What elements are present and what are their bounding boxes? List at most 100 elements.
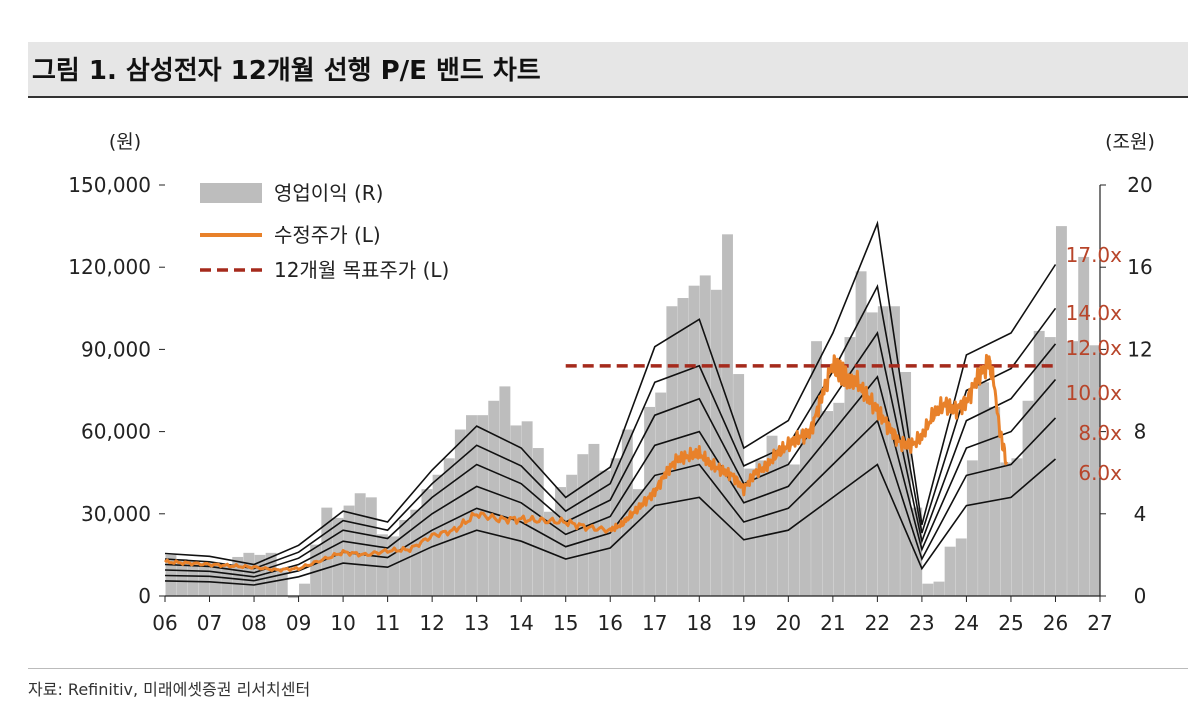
profit-bar [621, 429, 633, 596]
pe-band-6.0x [164, 458, 1057, 586]
band-label: 17.0x [1066, 243, 1123, 267]
profit-bar [811, 341, 823, 596]
profit-bar [744, 468, 756, 596]
profit-bar [922, 583, 934, 596]
profit-bar [555, 487, 566, 596]
pe-band-10.0x [164, 375, 1057, 578]
chart-title: 그림 1. 삼성전자 12개월 선행 P/E 밴드 차트 [32, 56, 541, 86]
x-tick-label: 07 [197, 611, 222, 635]
profit-bar [844, 337, 856, 596]
profit-bar [399, 519, 411, 596]
legend-label: 영업이익 (R) [274, 181, 383, 205]
title-bar: 그림 1. 삼성전자 12개월 선행 P/E 밴드 차트 [28, 42, 1188, 98]
profit-bar [443, 458, 455, 596]
profit-bar [198, 563, 210, 596]
x-tick-label: 23 [909, 611, 934, 635]
profit-bar [1055, 226, 1067, 596]
profit-bar [822, 411, 834, 596]
profit-bar [543, 511, 555, 596]
axes [159, 184, 1106, 602]
x-tick-label: 16 [598, 611, 623, 635]
right-tick-label: 8 [1134, 420, 1147, 444]
profit-bar [699, 275, 711, 596]
x-tick-label: 14 [508, 611, 533, 635]
band-label: 8.0x [1078, 421, 1122, 445]
profit-bar [299, 583, 310, 596]
x-tick-label: 25 [998, 611, 1023, 635]
profit-bar [710, 289, 722, 596]
profit-bar [521, 421, 533, 596]
x-tick-label: 26 [1043, 611, 1068, 635]
profit-bar [376, 534, 388, 596]
profit-bar [477, 415, 489, 596]
adjusted-price-line [163, 353, 1008, 573]
profit-bar [221, 565, 233, 596]
profit-bar [265, 552, 277, 596]
profit-bar [410, 509, 422, 596]
profit-bar [421, 489, 433, 596]
profit-bar [187, 561, 199, 596]
right-axis-unit: (조원) [1105, 131, 1155, 153]
profit-bar [955, 538, 967, 596]
profit-bar [332, 517, 344, 596]
profit-bar [1033, 330, 1045, 596]
source-note: 자료: Refinitiv, 미래에셋증권 리서치센터 [28, 680, 311, 699]
profit-bar [633, 489, 644, 596]
right-tick-label: 4 [1134, 502, 1147, 526]
left-tick-label: 0 [138, 584, 151, 608]
right-tick-label: 12 [1127, 337, 1152, 361]
profit-bar [1078, 256, 1090, 596]
profit-bar [933, 581, 945, 596]
profit-bar [454, 429, 466, 596]
pe-band-14.0x [164, 283, 1057, 570]
profit-bar [889, 306, 900, 596]
x-tick-label: 15 [553, 611, 578, 635]
profit-bar [833, 402, 845, 596]
profit-bar [944, 546, 956, 596]
profit-bar [388, 536, 400, 596]
legend-label: 12개월 목표주가 (L) [274, 258, 449, 282]
pe-band-17.0x [164, 220, 1057, 566]
x-tick-label: 22 [865, 611, 890, 635]
x-tick-label: 13 [464, 611, 489, 635]
profit-bar [466, 415, 477, 596]
left-tick-label: 90,000 [81, 337, 151, 361]
profit-bar [276, 571, 288, 596]
profit-bar [287, 596, 299, 599]
legend-swatch-bar [200, 183, 262, 203]
x-tick-label: 17 [642, 611, 667, 635]
profit-bar [1044, 337, 1056, 596]
profit-bar [777, 448, 789, 596]
x-tick-label: 24 [954, 611, 979, 635]
profit-bar [232, 556, 244, 596]
right-tick-label: 20 [1127, 173, 1152, 197]
profit-bar [1067, 341, 1079, 596]
x-tick-label: 08 [241, 611, 266, 635]
price-line [163, 353, 1008, 573]
profit-bar [788, 464, 800, 596]
left-tick-label: 30,000 [81, 502, 151, 526]
left-tick-label: 120,000 [68, 255, 151, 279]
profit-bar [877, 306, 889, 596]
profit-bar [966, 460, 978, 596]
legend-label: 수정주가 (L) [274, 223, 381, 247]
band-label: 6.0x [1078, 461, 1122, 485]
profit-bar [989, 406, 1001, 596]
profit-bar [365, 497, 377, 596]
left-tick-label: 150,000 [68, 173, 151, 197]
footer-rule [28, 668, 1188, 669]
profit-bar [176, 559, 188, 596]
profit-bar [722, 234, 733, 596]
right-tick-label: 16 [1127, 255, 1152, 279]
profit-bar [866, 312, 878, 596]
x-tick-label: 12 [419, 611, 444, 635]
profit-bar [566, 474, 578, 596]
profit-bar [499, 386, 511, 596]
profit-bar [1089, 345, 1101, 596]
x-tick-label: 20 [776, 611, 801, 635]
x-tick-label: 21 [820, 611, 845, 635]
profit-bar [799, 429, 811, 596]
left-tick-label: 60,000 [81, 420, 151, 444]
x-tick-label: 09 [286, 611, 311, 635]
